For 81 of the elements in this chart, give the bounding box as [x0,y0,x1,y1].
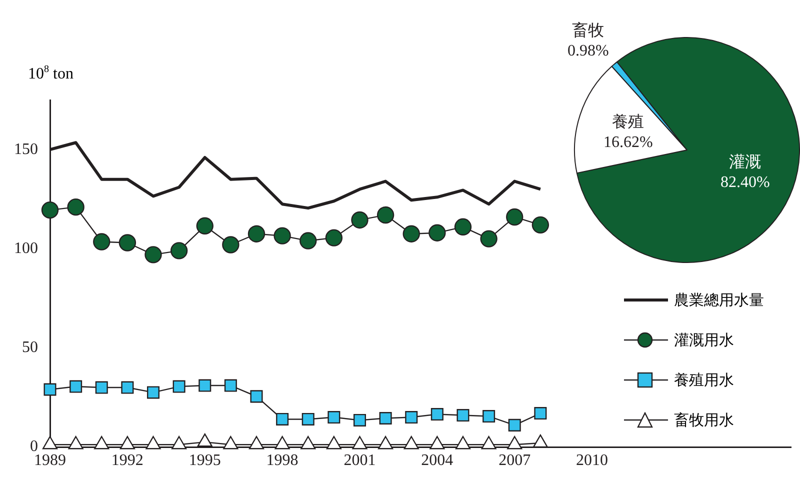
point [224,379,237,392]
point [402,225,420,242]
point [223,436,238,450]
y-axis-title: 10$^{8}$ ton [28,64,74,84]
point [67,198,84,216]
point [507,436,522,450]
point [248,436,264,450]
point [532,216,550,234]
point [328,411,340,424]
point [144,246,162,264]
point [68,436,84,450]
x-tick-label: 2004 [421,452,454,469]
point [274,436,290,450]
point [379,412,392,425]
x-tick-label: 2001 [344,452,376,469]
point [248,225,266,242]
y-tick-label: 100 [14,240,38,257]
point [430,436,445,450]
point [351,211,368,229]
point [41,201,59,219]
point [326,436,342,450]
point [44,383,56,396]
point [146,436,161,450]
data-label: 0.98% [567,42,609,60]
point [532,434,548,448]
point [481,436,496,450]
point [198,379,212,392]
point [172,436,187,450]
point [454,218,472,236]
y-tick-label: 150 [14,140,38,158]
x-tick-label: 1992 [111,452,144,469]
point [146,386,160,399]
point [222,236,240,254]
point [170,242,188,260]
point [118,234,136,252]
legend-label: 灌溉用水 [674,332,734,350]
point [428,224,446,242]
point [197,433,212,447]
point [276,412,289,426]
point [378,436,394,450]
point [430,408,444,421]
point [480,230,498,248]
x-tick-label: 2007 [498,452,531,469]
legend-label: 養殖用水 [674,372,734,390]
point [95,381,108,394]
point [353,414,366,426]
x-tick-label: 1995 [188,452,221,469]
x-tick-label: 1998 [266,452,298,469]
point [482,410,496,423]
point [534,407,547,420]
point [120,436,135,450]
slice-label: 灌溉 [729,153,762,172]
y-tick-label: 50 [22,339,38,356]
data-label: 82.40% [720,174,770,192]
point [404,436,419,450]
point [508,418,521,432]
point [121,381,134,394]
point [325,229,343,246]
point [274,227,291,244]
point [302,412,314,426]
point [300,436,316,450]
point [376,206,394,224]
point [456,409,470,422]
data-label: 16.62% [604,134,653,151]
point [94,436,110,450]
point [172,380,186,393]
point [196,217,214,235]
point [42,436,58,450]
legend-label: 畜牧用水 [674,411,734,430]
point [70,380,82,393]
slice-label: 養殖 [612,112,644,131]
point [405,411,418,424]
point [506,208,524,226]
point [352,436,368,450]
point [250,390,263,403]
point [93,233,110,250]
point [300,232,317,250]
x-tick-label: 2010 [576,452,608,469]
slice-label: 畜牧 [572,21,604,40]
point [455,436,471,450]
legend-label: 農業總用水量 [674,292,764,310]
